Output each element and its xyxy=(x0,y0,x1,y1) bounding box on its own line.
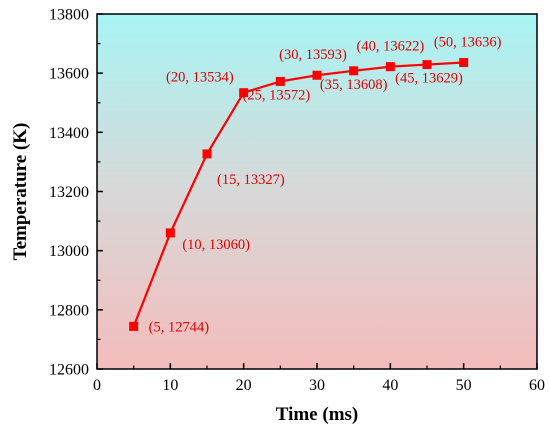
data-labels: (5, 12744) (10, 13060) (15, 13327) (20, 135… xyxy=(149,35,502,336)
data-point xyxy=(129,321,139,331)
data-markers xyxy=(129,58,469,331)
data-point xyxy=(275,76,285,86)
data-label: (5, 12744) xyxy=(149,319,210,335)
y-tick-label: 13000 xyxy=(49,243,89,260)
plot-area xyxy=(97,14,537,369)
data-point xyxy=(165,228,175,238)
x-tick-label: 0 xyxy=(93,377,101,394)
data-label: (10, 13060) xyxy=(182,237,250,253)
x-axis-ticks: 0 10 20 30 40 50 60 xyxy=(93,363,545,394)
data-label: (30, 13593) xyxy=(279,47,347,63)
x-tick-label: 10 xyxy=(162,377,178,394)
data-label: (50, 13636) xyxy=(434,35,502,51)
data-point xyxy=(459,58,469,68)
y-tick-label: 13200 xyxy=(49,184,89,201)
x-tick-label: 50 xyxy=(456,377,472,394)
data-label: (35, 13608) xyxy=(320,77,388,93)
series-line xyxy=(132,61,464,327)
y-tick-label: 13400 xyxy=(49,125,89,142)
x-tick-label: 60 xyxy=(529,377,545,394)
data-point xyxy=(385,62,395,72)
y-tick-label: 13800 xyxy=(49,7,89,24)
data-label: (25, 13572) xyxy=(242,87,310,103)
x-tick-label: 20 xyxy=(236,377,252,394)
x-tick-label: 40 xyxy=(382,377,398,394)
y-tick-label: 13600 xyxy=(49,66,89,83)
data-point xyxy=(239,88,249,98)
data-label: (20, 13534) xyxy=(166,70,234,86)
y-tick-label: 12800 xyxy=(49,302,89,319)
plot-frame xyxy=(96,13,538,370)
y-axis-ticks: 12600 12800 13000 13200 13400 13600 13800 xyxy=(49,7,103,379)
y-axis-title: Temperature (K) xyxy=(10,123,31,261)
data-point xyxy=(202,149,212,159)
data-point xyxy=(422,60,432,70)
x-tick-label: 30 xyxy=(309,377,325,394)
y-tick-label: 12600 xyxy=(49,362,89,379)
data-point xyxy=(349,66,359,76)
x-axis-title: Time (ms) xyxy=(276,404,359,425)
data-label: (45, 13629) xyxy=(395,71,463,87)
data-point xyxy=(312,70,322,80)
data-label: (40, 13622) xyxy=(356,39,424,55)
data-label: (15, 13327) xyxy=(217,172,285,188)
